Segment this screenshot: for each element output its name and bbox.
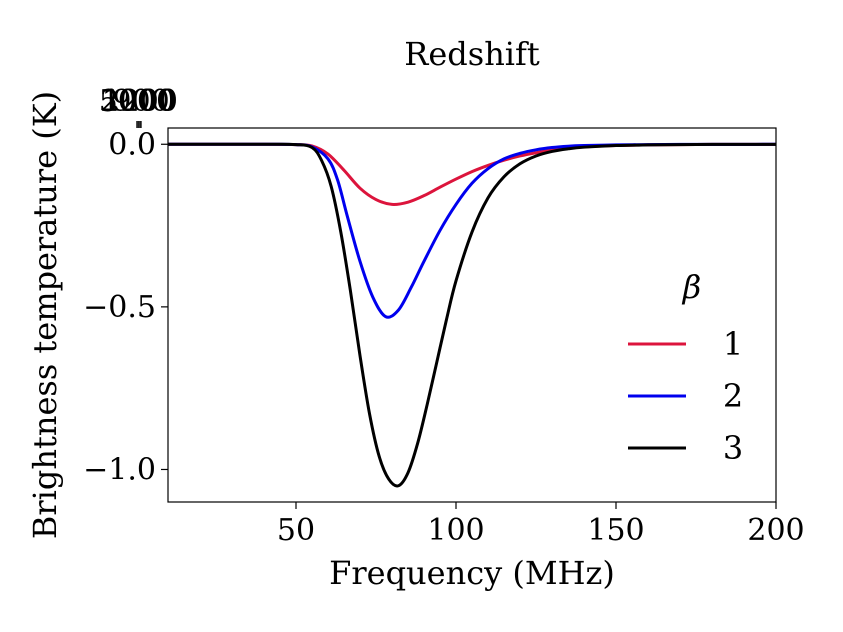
y-tick-label: −1.0 — [83, 452, 156, 487]
top-tick-label: 2000 — [100, 84, 176, 119]
top-tick-label: 900 — [112, 84, 169, 119]
x-tick-label: 200 — [747, 513, 804, 548]
y-axis-title: Brightness temperature (K) — [26, 91, 64, 539]
top-axis-title: Redshift — [404, 35, 540, 73]
series-layer — [168, 142, 776, 488]
left-axis-ticks: 0.0 −0.5 −1.0 — [83, 127, 168, 487]
plot-frame — [167, 127, 777, 503]
legend-label-1: 1 — [723, 325, 743, 363]
legend-title: β — [682, 268, 702, 306]
legend-label-2: 2 — [723, 377, 743, 415]
legend: β 1 2 3 — [628, 268, 743, 467]
plot-area — [167, 127, 777, 503]
x-tick-label: 150 — [587, 513, 644, 548]
top-tick-label: 1200 — [102, 84, 178, 119]
x-tick-label: 100 — [427, 513, 484, 548]
legend-label-3: 3 — [723, 429, 743, 467]
x-tick-label: 50 — [277, 513, 315, 548]
top-tick-label: 5000 — [99, 84, 175, 119]
bottom-axis-ticks: 50 100 150 200 — [277, 502, 805, 548]
x-axis-title: Frequency (MHz) — [329, 554, 615, 592]
series-line-3 — [168, 142, 776, 488]
y-tick-label: −0.5 — [83, 290, 156, 325]
y-tick-label: 0.0 — [108, 127, 156, 162]
